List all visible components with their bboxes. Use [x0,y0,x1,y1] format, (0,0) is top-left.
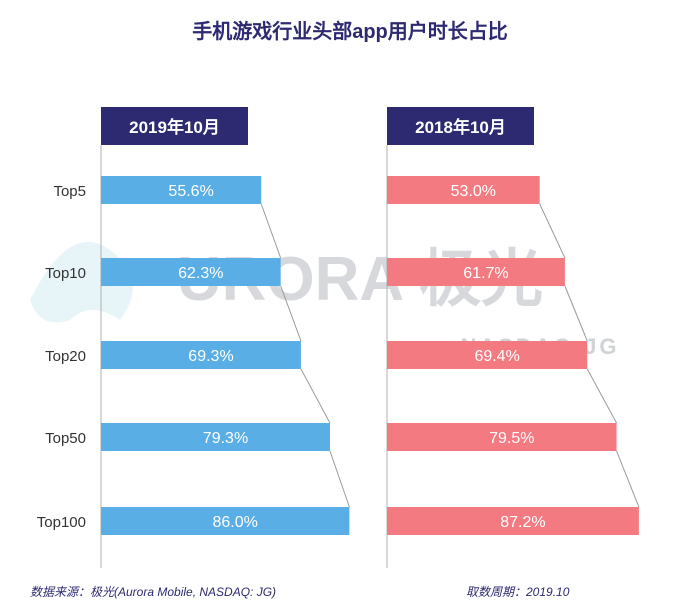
tick-label-top5: Top5 [53,183,86,200]
bar-top20 [101,341,301,369]
tick-label-top50: Top50 [45,430,86,447]
panel-header: 2019年10月 [129,117,220,137]
bar-value-label: 86.0% [213,514,258,531]
panel-2019: 2019年10月 55.6% Top5 62.3% Top10 69.3% Top20 79.… [37,107,350,568]
bar-top50 [101,423,330,451]
panel-header-bg [101,107,248,145]
panel-2018: 2018年10月 53.0% 61.7% 69.4% 79.5% 87.2% [386,107,640,568]
bar-top20 [387,341,588,369]
bar-top10 [387,258,565,286]
bar-top5 [101,176,262,204]
bar-value-label: 53.0% [451,183,496,200]
bar-top10 [101,258,281,286]
bar-value-label: 69.3% [188,348,233,365]
tick-label-top100: Top100 [37,514,86,531]
bar-value-label: 62.3% [178,265,223,282]
panel-header: 2018年10月 [415,117,506,137]
connector-line [260,203,282,259]
bar-value-label: 87.2% [500,514,545,531]
connector-line [300,368,331,424]
footer-source: 数据来源：极光(Aurora Mobile, NASDAQ: JG) [30,585,276,599]
connector-line [564,285,588,342]
tick-label-top20: Top20 [45,348,86,365]
bar-value-label: 79.3% [203,430,248,447]
bar-value-label: 69.4% [474,348,519,365]
connector-line [280,285,302,342]
connector-line [616,450,640,508]
bar-value-label: 79.5% [489,430,534,447]
bar-top100 [101,507,350,535]
connector-line [539,203,566,259]
chart-title: 手机游戏行业头部app用户时长占比 [192,19,508,43]
tick-label-top10: Top10 [45,265,86,282]
bar-top100 [387,507,639,535]
bar-top50 [387,423,617,451]
bar-value-label: 61.7% [463,265,508,282]
bar-top5 [387,176,540,204]
panel-header-bg [387,107,534,145]
connector-line [586,368,617,424]
footer-period: 取数周期：2019.10 [466,585,570,599]
connector-line [329,450,350,508]
bar-value-label: 55.6% [168,183,213,200]
